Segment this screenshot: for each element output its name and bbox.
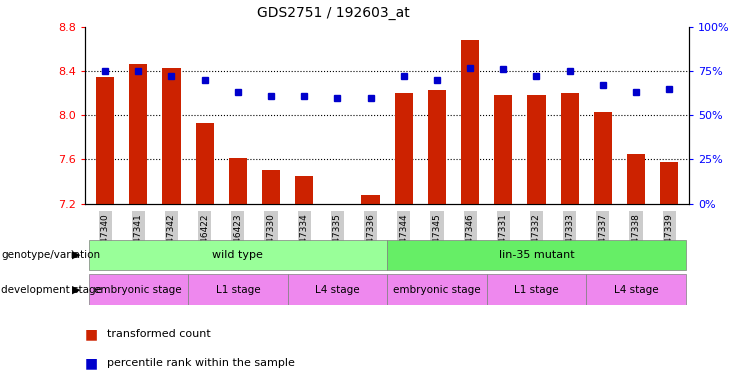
Bar — [288, 275, 387, 305]
Bar — [88, 240, 387, 270]
Bar — [395, 93, 413, 204]
Text: L4 stage: L4 stage — [315, 285, 359, 295]
Bar — [586, 275, 686, 305]
Bar — [295, 176, 313, 204]
Bar — [660, 162, 678, 204]
Bar — [627, 154, 645, 204]
Bar — [362, 195, 379, 204]
Bar — [162, 68, 181, 204]
Bar — [88, 275, 188, 305]
Text: L4 stage: L4 stage — [614, 285, 658, 295]
Text: percentile rank within the sample: percentile rank within the sample — [107, 358, 296, 368]
Bar — [229, 158, 247, 204]
Bar — [487, 275, 586, 305]
Text: ■: ■ — [85, 356, 99, 370]
Bar — [528, 95, 545, 204]
Bar — [461, 40, 479, 204]
Text: lin-35 mutant: lin-35 mutant — [499, 250, 574, 260]
Bar — [196, 123, 214, 204]
Bar — [262, 170, 280, 204]
Bar — [494, 95, 513, 204]
Text: L1 stage: L1 stage — [514, 285, 559, 295]
Bar — [428, 90, 446, 204]
Text: ▶: ▶ — [72, 250, 80, 260]
Bar — [594, 112, 612, 204]
Text: embryonic stage: embryonic stage — [393, 285, 481, 295]
Bar — [560, 93, 579, 204]
Text: genotype/variation: genotype/variation — [1, 250, 101, 260]
Bar — [129, 65, 147, 204]
Text: L1 stage: L1 stage — [216, 285, 260, 295]
Bar — [188, 275, 288, 305]
Bar — [387, 275, 487, 305]
Text: transformed count: transformed count — [107, 329, 211, 339]
Text: ▶: ▶ — [72, 285, 80, 295]
Bar — [96, 76, 114, 204]
Text: embryonic stage: embryonic stage — [95, 285, 182, 295]
Text: development stage: development stage — [1, 285, 102, 295]
Text: wild type: wild type — [213, 250, 263, 260]
Text: ■: ■ — [85, 327, 99, 341]
Text: GDS2751 / 192603_at: GDS2751 / 192603_at — [257, 6, 410, 20]
Bar — [387, 240, 686, 270]
